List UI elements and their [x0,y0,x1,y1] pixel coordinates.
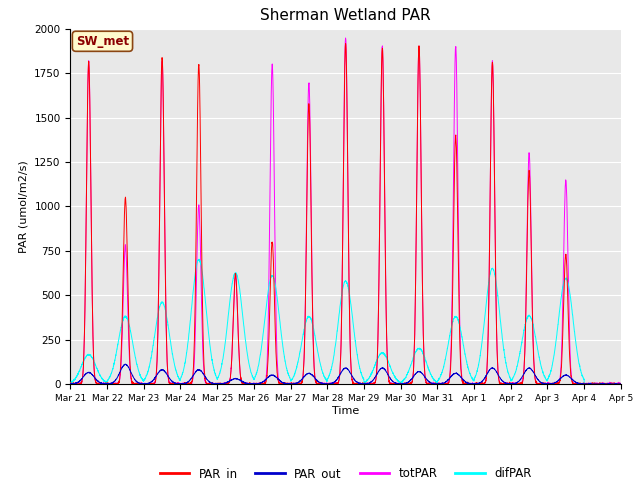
Text: SW_met: SW_met [76,35,129,48]
Title: Sherman Wetland PAR: Sherman Wetland PAR [260,9,431,24]
Legend: PAR_in, PAR_out, totPAR, difPAR: PAR_in, PAR_out, totPAR, difPAR [155,462,536,480]
Y-axis label: PAR (umol/m2/s): PAR (umol/m2/s) [19,160,29,253]
X-axis label: Time: Time [332,406,359,416]
